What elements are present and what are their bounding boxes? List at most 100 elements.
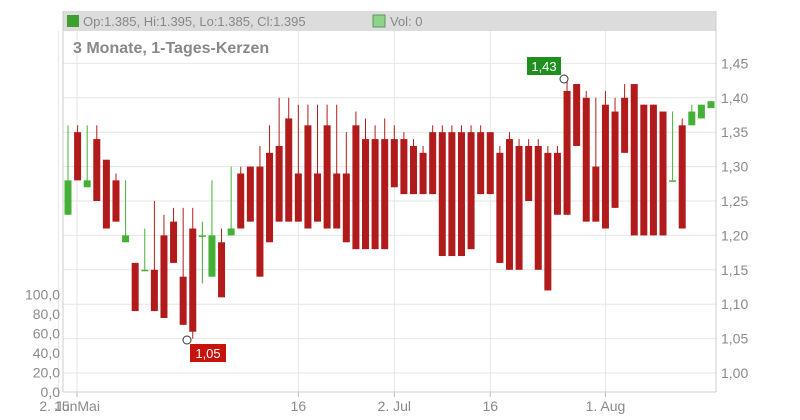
ohlc-legend-swatch xyxy=(67,15,79,27)
candle-body xyxy=(256,166,264,277)
candle-body xyxy=(198,235,206,237)
ohlc-text: Op:1.385, Hi:1.395, Lo:1.385, Cl:1.395 xyxy=(83,14,306,29)
candle-body xyxy=(419,152,427,195)
y-tick-label: 1,10 xyxy=(721,296,748,312)
candle-body xyxy=(342,173,350,243)
candle-body xyxy=(362,139,370,250)
y-tick-label: 1,40 xyxy=(721,90,748,106)
candle-body xyxy=(505,139,513,270)
high-label-box xyxy=(527,57,561,75)
candle-body xyxy=(525,145,533,201)
candle-body xyxy=(659,111,667,236)
y-tick-label: 1,25 xyxy=(721,193,748,209)
volume-axis-labels: 100,0 80,0 60,0 40,0 20,0 0,0 xyxy=(25,287,60,401)
x-tick-label: 2. Jul xyxy=(378,398,411,414)
candle-body xyxy=(534,145,542,270)
x-tick-label: 15. Mai xyxy=(54,398,100,414)
volume-legend-swatch xyxy=(372,14,386,28)
candle-body xyxy=(640,104,648,236)
candle-body xyxy=(266,152,274,243)
candle-body xyxy=(141,269,149,272)
candle-body xyxy=(553,152,561,215)
candle-body xyxy=(74,132,82,181)
candle-body xyxy=(294,173,302,222)
candle-body xyxy=(630,84,638,236)
candle-body xyxy=(170,221,178,263)
x-tick-label: 2. Jun xyxy=(39,398,77,414)
candle-body xyxy=(563,90,571,215)
volume-tick-label: 100,0 xyxy=(25,287,60,303)
low-label-box xyxy=(190,344,226,362)
candle-body xyxy=(227,228,235,236)
candle-body xyxy=(592,166,600,222)
low-annotation: 1,05 xyxy=(182,335,226,362)
candle-body xyxy=(448,132,456,257)
y-tick-label: 1,15 xyxy=(721,262,748,278)
candle-body xyxy=(237,173,245,229)
candle-body xyxy=(611,111,619,208)
candle-body xyxy=(649,104,657,236)
candle-body xyxy=(573,84,581,146)
candle-body xyxy=(400,139,408,195)
y-tick-label: 1,20 xyxy=(721,227,748,243)
volume-tick-label: 60,0 xyxy=(33,326,60,342)
candle-body xyxy=(131,262,139,312)
y-axis-labels: 1,45 1,40 1,35 1,30 1,25 1,20 1,15 1,10 1,05 1,00 xyxy=(721,55,748,381)
low-marker xyxy=(182,335,192,345)
candle-body xyxy=(457,132,465,257)
candle-body xyxy=(409,145,417,195)
y-tick-label: 1,30 xyxy=(721,159,748,175)
high-marker xyxy=(559,74,569,84)
candle-body xyxy=(150,269,158,312)
candle-body xyxy=(669,180,677,182)
candle-body xyxy=(83,180,91,188)
low-label: 1,05 xyxy=(195,346,220,361)
candle-body xyxy=(467,132,475,250)
period-label: 3 Monate, 1-Tages-Kerzen xyxy=(73,40,269,57)
candle-body xyxy=(122,235,130,243)
candle-body xyxy=(179,276,187,325)
volume-text: Vol: 0 xyxy=(390,14,423,29)
candle-body xyxy=(333,173,341,229)
y-tick-label: 1,45 xyxy=(721,55,748,71)
candles xyxy=(64,77,715,339)
x-tick-label: 1. Aug xyxy=(586,398,626,414)
candle-body xyxy=(314,173,322,222)
volume-tick-label: 40,0 xyxy=(33,345,60,361)
candle-body xyxy=(381,139,389,250)
candle-body xyxy=(515,145,523,270)
y-tick-label: 1,05 xyxy=(721,331,748,347)
candle-body xyxy=(688,111,696,126)
high-annotation: 1,43 xyxy=(527,57,569,84)
candle-body xyxy=(102,159,110,229)
candle-body xyxy=(707,101,715,109)
volume-tick-label: 80,0 xyxy=(33,306,60,322)
volume-tick-label: 20,0 xyxy=(33,365,60,381)
candle-body xyxy=(438,132,446,257)
y-tick-label: 1,35 xyxy=(721,124,748,140)
candle-body xyxy=(371,139,379,250)
candle-body xyxy=(429,132,437,195)
candle-body xyxy=(93,139,101,201)
candle-body xyxy=(678,125,686,229)
candle-body xyxy=(582,97,590,222)
candle-body xyxy=(304,125,312,229)
candle-body xyxy=(621,97,629,153)
high-label: 1,43 xyxy=(531,59,556,74)
x-tick-label: 16 xyxy=(291,398,307,414)
candle-body xyxy=(486,132,494,195)
candle-body xyxy=(189,228,197,332)
candle-body xyxy=(160,235,168,318)
candle-body xyxy=(544,152,552,291)
candle-body xyxy=(275,145,283,222)
candle-body xyxy=(496,152,504,263)
x-tick-label: 16 xyxy=(482,398,498,414)
candle-body xyxy=(285,118,293,222)
candle-body xyxy=(697,104,705,119)
candle-body xyxy=(64,180,72,215)
candle-body xyxy=(390,139,398,188)
candle-body xyxy=(112,180,120,222)
candle-body xyxy=(218,242,226,298)
candle-body xyxy=(246,166,254,222)
